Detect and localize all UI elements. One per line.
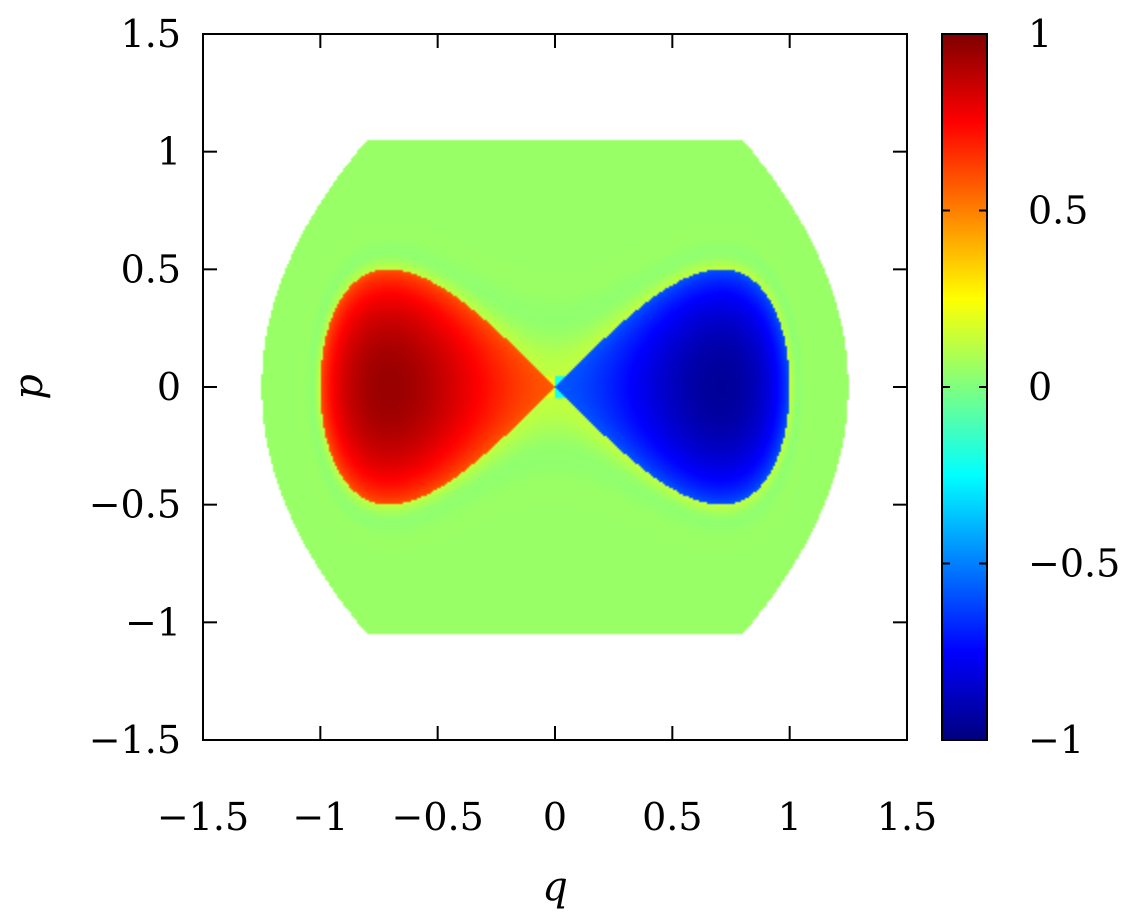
x-tick-label: −1.5 (157, 795, 249, 839)
x-ticks: −1.5 −1 −0.5 0 0.5 1 1.5 (157, 34, 937, 839)
y-tick-label: 1 (157, 130, 181, 174)
heatmap (203, 34, 907, 740)
y-tick-label: 1.5 (121, 12, 181, 56)
x-axis-label: q (542, 864, 568, 910)
x-tick-label: −0.5 (392, 795, 484, 839)
y-tick-label: −1 (125, 600, 181, 644)
colorbar-tick-label: −1 (1028, 718, 1084, 762)
heatmap-image (203, 34, 907, 740)
y-tick-label: 0 (157, 365, 181, 409)
x-tick-label: 1 (778, 795, 802, 839)
x-tick-label: 0 (543, 795, 567, 839)
colorbar-tick-label: −0.5 (1028, 542, 1120, 586)
y-ticks: −1.5 −1 −0.5 0 0.5 1 1.5 (89, 12, 907, 762)
colorbar-ticks: 1 0.5 0 −0.5 −1 (942, 12, 1120, 762)
x-tick-label: 0.5 (642, 795, 702, 839)
y-tick-label: −0.5 (89, 483, 181, 527)
colorbar-tick-label: 1 (1028, 12, 1052, 56)
y-tick-label: −1.5 (89, 718, 181, 762)
colorbar-tick-label: 0.5 (1028, 189, 1088, 233)
x-tick-label: −1 (292, 795, 348, 839)
colorbar-tick-label: 0 (1028, 365, 1052, 409)
y-tick-label: 0.5 (121, 247, 181, 291)
y-axis-label: p (6, 374, 52, 400)
x-tick-label: 1.5 (877, 795, 937, 839)
colorbar: 1 0.5 0 −0.5 −1 (941, 12, 1120, 762)
